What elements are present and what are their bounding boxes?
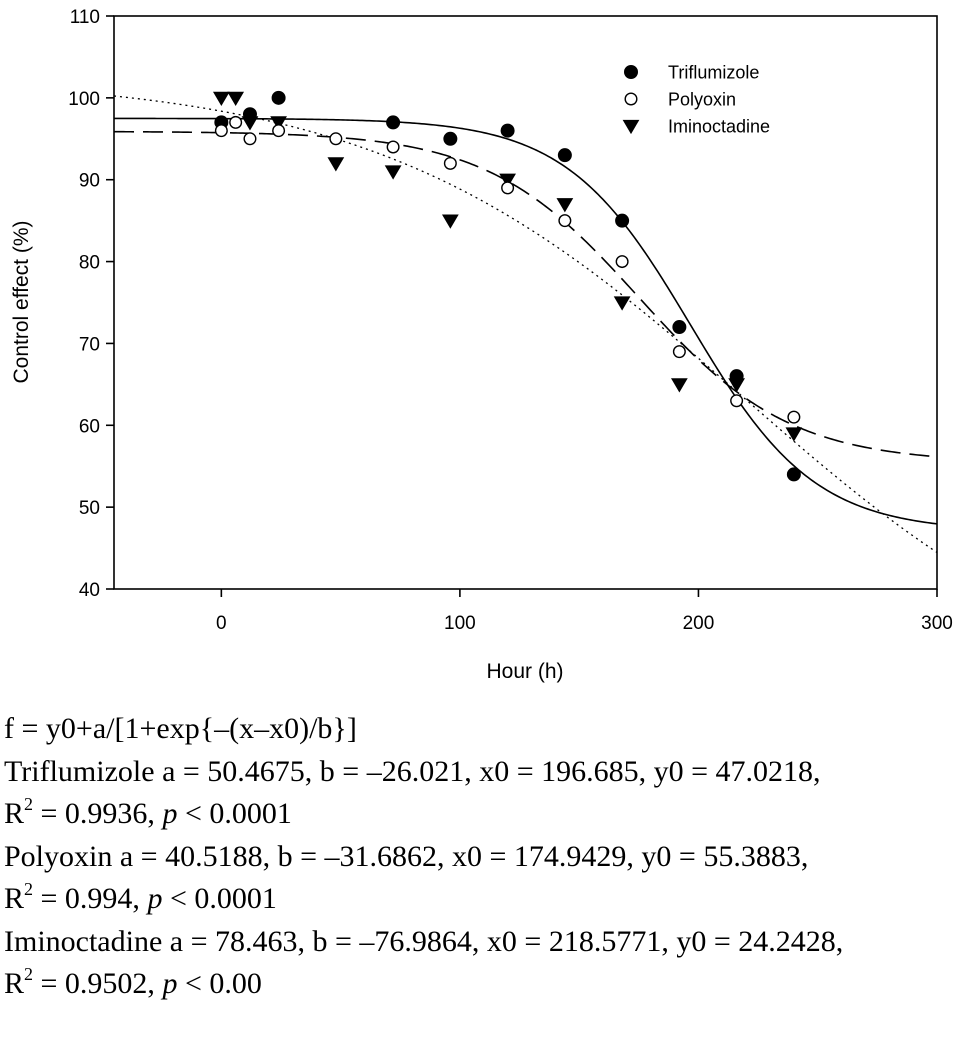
y-tick-label: 40 <box>79 580 100 601</box>
data-point-triflumizole <box>386 115 401 130</box>
series-name: Polyoxin <box>4 839 113 873</box>
data-point-iminoctadine <box>212 91 230 106</box>
y-axis-label: Control effect (%) <box>10 220 33 383</box>
fit-curve-polyoxin <box>113 130 938 458</box>
legend-label-triflumizole: Triflumizole <box>668 63 759 83</box>
p-value: < 0.0001 <box>184 797 292 830</box>
r-squared-value: = 0.994, <box>40 882 140 915</box>
data-point-polyoxin <box>329 132 343 146</box>
x-tick-label: 200 <box>683 613 715 634</box>
data-point-iminoctadine <box>384 165 402 180</box>
legend-label-polyoxin: Polyoxin <box>668 90 736 110</box>
data-point-triflumizole <box>500 123 515 138</box>
x-tick-label: 100 <box>444 613 476 634</box>
data-point-polyoxin <box>501 181 515 195</box>
axes: 40 50 60 70 80 90 100 110 0 100 200 300 <box>68 7 953 634</box>
y-tick-label: 50 <box>79 498 100 519</box>
caption: f = y0+a/[1+exp{–(x–x0)/b}] Triflumizole… <box>4 708 960 1006</box>
caption-params-polyoxin: Polyoxin a = 40.5188, b = –31.6862, x0 =… <box>4 836 960 879</box>
data-point-polyoxin <box>558 214 572 228</box>
data-point-polyoxin <box>386 140 400 154</box>
data-point-polyoxin <box>214 124 228 138</box>
series-name: Triflumizole <box>4 754 155 788</box>
data-point-iminoctadine <box>728 378 745 393</box>
fit-formula: f = y0+a/[1+exp{–(x–x0)/b}] <box>4 712 357 745</box>
data-point-triflumizole <box>557 148 572 163</box>
data-point-iminoctadine <box>241 116 259 131</box>
data-point-polyoxin <box>229 115 243 129</box>
r-exponent: 2 <box>24 794 34 815</box>
data-point-iminoctadine <box>556 198 574 213</box>
p-symbol: p <box>162 797 178 830</box>
p-symbol: p <box>162 967 178 1000</box>
y-tick-label: 60 <box>79 416 100 437</box>
plot-frame <box>113 15 938 590</box>
fit-curves <box>113 95 938 553</box>
y-tick-label: 80 <box>79 253 100 274</box>
x-axis-label: Hour (h) <box>486 660 563 683</box>
data-point-iminoctadine <box>327 157 345 172</box>
y-tick-label: 90 <box>79 171 100 192</box>
r-symbol: R <box>4 967 25 1000</box>
data-points <box>212 90 803 482</box>
data-point-polyoxin <box>672 345 686 359</box>
data-point-polyoxin <box>272 124 286 138</box>
legend-marker-triflumizole <box>624 65 638 79</box>
data-point-triflumizole <box>271 90 286 105</box>
r-symbol: R <box>4 797 25 830</box>
fit-params: a = 78.463, b = –76.9864, x0 = 218.5771,… <box>169 924 844 958</box>
fit-curve-iminoctadine <box>113 95 938 553</box>
data-point-iminoctadine <box>670 378 688 393</box>
r-squared-value: = 0.9502, <box>40 967 155 1000</box>
fit-params: a = 40.5188, b = –31.6862, x0 = 174.9429… <box>119 839 809 873</box>
x-tick-label: 0 <box>216 613 227 634</box>
r-exponent: 2 <box>24 879 34 900</box>
fit-params: a = 50.4675, b = –26.021, x0 = 196.685, … <box>162 754 821 788</box>
y-tick-label: 110 <box>70 7 100 28</box>
x-tick-label: 300 <box>921 613 953 634</box>
data-point-polyoxin <box>787 410 801 424</box>
caption-stats-polyoxin: R2 = 0.994, p < 0.0001 <box>4 878 960 921</box>
p-symbol: p <box>147 882 163 915</box>
chart: 40 50 60 70 80 90 100 110 0 100 200 300 Triflumizol… <box>10 7 953 683</box>
data-point-iminoctadine <box>227 91 245 106</box>
fit-curve-triflumizole <box>114 117 938 525</box>
r-symbol: R <box>4 882 25 915</box>
data-point-iminoctadine <box>270 116 287 131</box>
data-point-polyoxin <box>615 255 629 269</box>
caption-stats-iminoctadine: R2 = 0.9502, p < 0.00 <box>4 963 960 1006</box>
data-point-iminoctadine <box>499 173 516 188</box>
caption-stats-triflumizole: R2 = 0.9936, p < 0.0001 <box>4 793 960 836</box>
data-point-triflumizole <box>615 213 630 228</box>
caption-params-triflumizole: Triflumizole a = 50.4675, b = –26.021, x… <box>4 751 960 794</box>
data-point-polyoxin <box>730 394 744 408</box>
legend: Triflumizole Polyoxin Iminoctadine <box>622 63 770 137</box>
data-point-iminoctadine <box>441 214 459 229</box>
r-squared-value: = 0.9936, <box>40 797 155 830</box>
data-point-triflumizole <box>786 467 801 482</box>
legend-label-iminoctadine: Iminoctadine <box>668 117 770 137</box>
data-point-iminoctadine <box>613 296 631 311</box>
legend-marker-iminoctadine <box>622 119 640 135</box>
data-point-polyoxin <box>243 132 257 146</box>
legend-marker-polyoxin <box>624 92 638 106</box>
p-value: < 0.0001 <box>169 882 277 915</box>
y-tick-label: 70 <box>79 334 100 355</box>
y-tick-label: 100 <box>68 89 100 110</box>
r-exponent: 2 <box>24 964 34 985</box>
data-point-triflumizole <box>672 320 687 335</box>
data-point-polyoxin <box>443 156 457 170</box>
p-value: < 0.00 <box>184 967 262 1000</box>
caption-params-iminoctadine: Iminoctadine a = 78.463, b = –76.9864, x… <box>4 921 960 964</box>
data-point-triflumizole <box>443 131 458 146</box>
series-name: Iminoctadine <box>4 924 163 958</box>
data-point-iminoctadine <box>785 427 803 442</box>
